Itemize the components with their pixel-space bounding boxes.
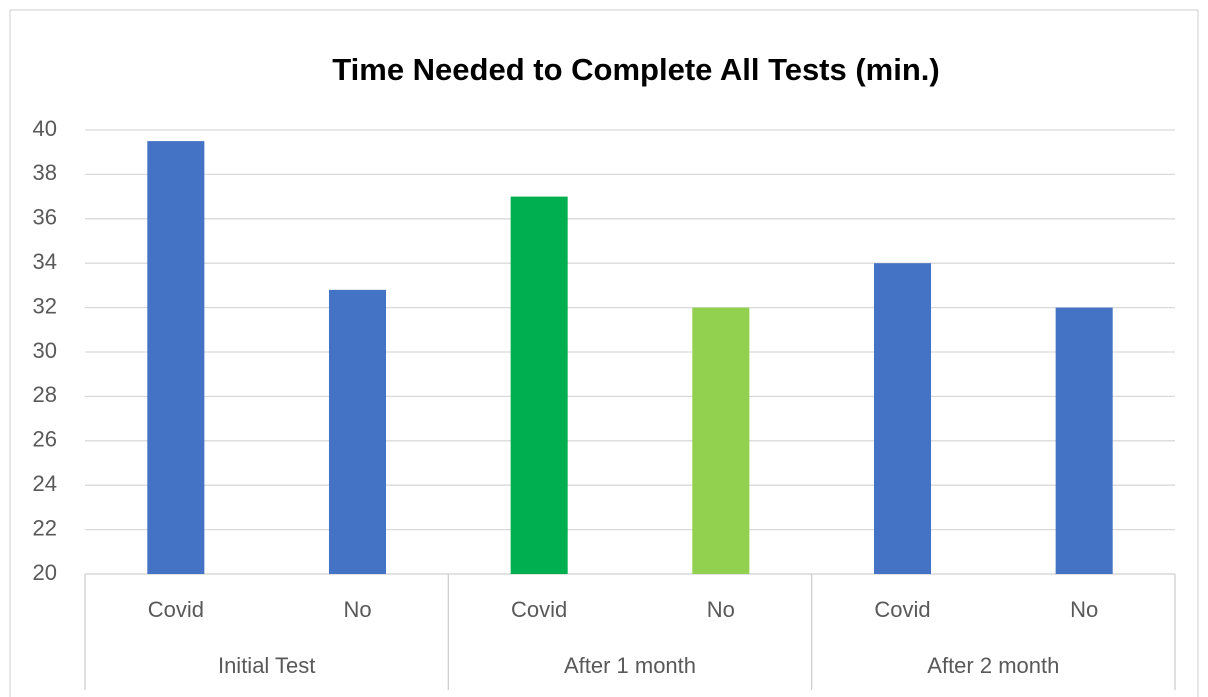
y-tick-label: 28	[33, 382, 57, 407]
group-label: After 2 month	[927, 653, 1059, 678]
x-tick-label: Covid	[148, 597, 204, 622]
y-tick-label: 26	[33, 427, 57, 452]
group-label: Initial Test	[218, 653, 315, 678]
x-tick-label: No	[707, 597, 735, 622]
chart-border	[9, 9, 1199, 697]
y-tick-label: 24	[33, 471, 57, 496]
chart-title: Time Needed to Complete All Tests (min.)	[332, 52, 939, 87]
bar	[873, 263, 932, 574]
bar	[147, 141, 205, 574]
x-tick-label: Covid	[874, 597, 930, 622]
x-tick-label: No	[343, 597, 371, 622]
y-tick-label: 40	[33, 116, 57, 141]
y-tick-label: 38	[33, 160, 57, 185]
x-tick-label: No	[1070, 597, 1098, 622]
group-label: After 1 month	[564, 653, 696, 678]
y-tick-label: 20	[33, 560, 57, 585]
y-tick-label: 22	[33, 515, 57, 540]
y-tick-label: 34	[33, 249, 57, 274]
bar	[328, 289, 387, 574]
y-tick-label: 36	[33, 205, 57, 230]
bar	[1055, 307, 1113, 574]
y-tick-label: 32	[33, 293, 57, 318]
bar	[510, 196, 568, 574]
y-tick-label: 30	[33, 338, 57, 363]
bar	[692, 307, 750, 574]
x-tick-label: Covid	[511, 597, 567, 622]
